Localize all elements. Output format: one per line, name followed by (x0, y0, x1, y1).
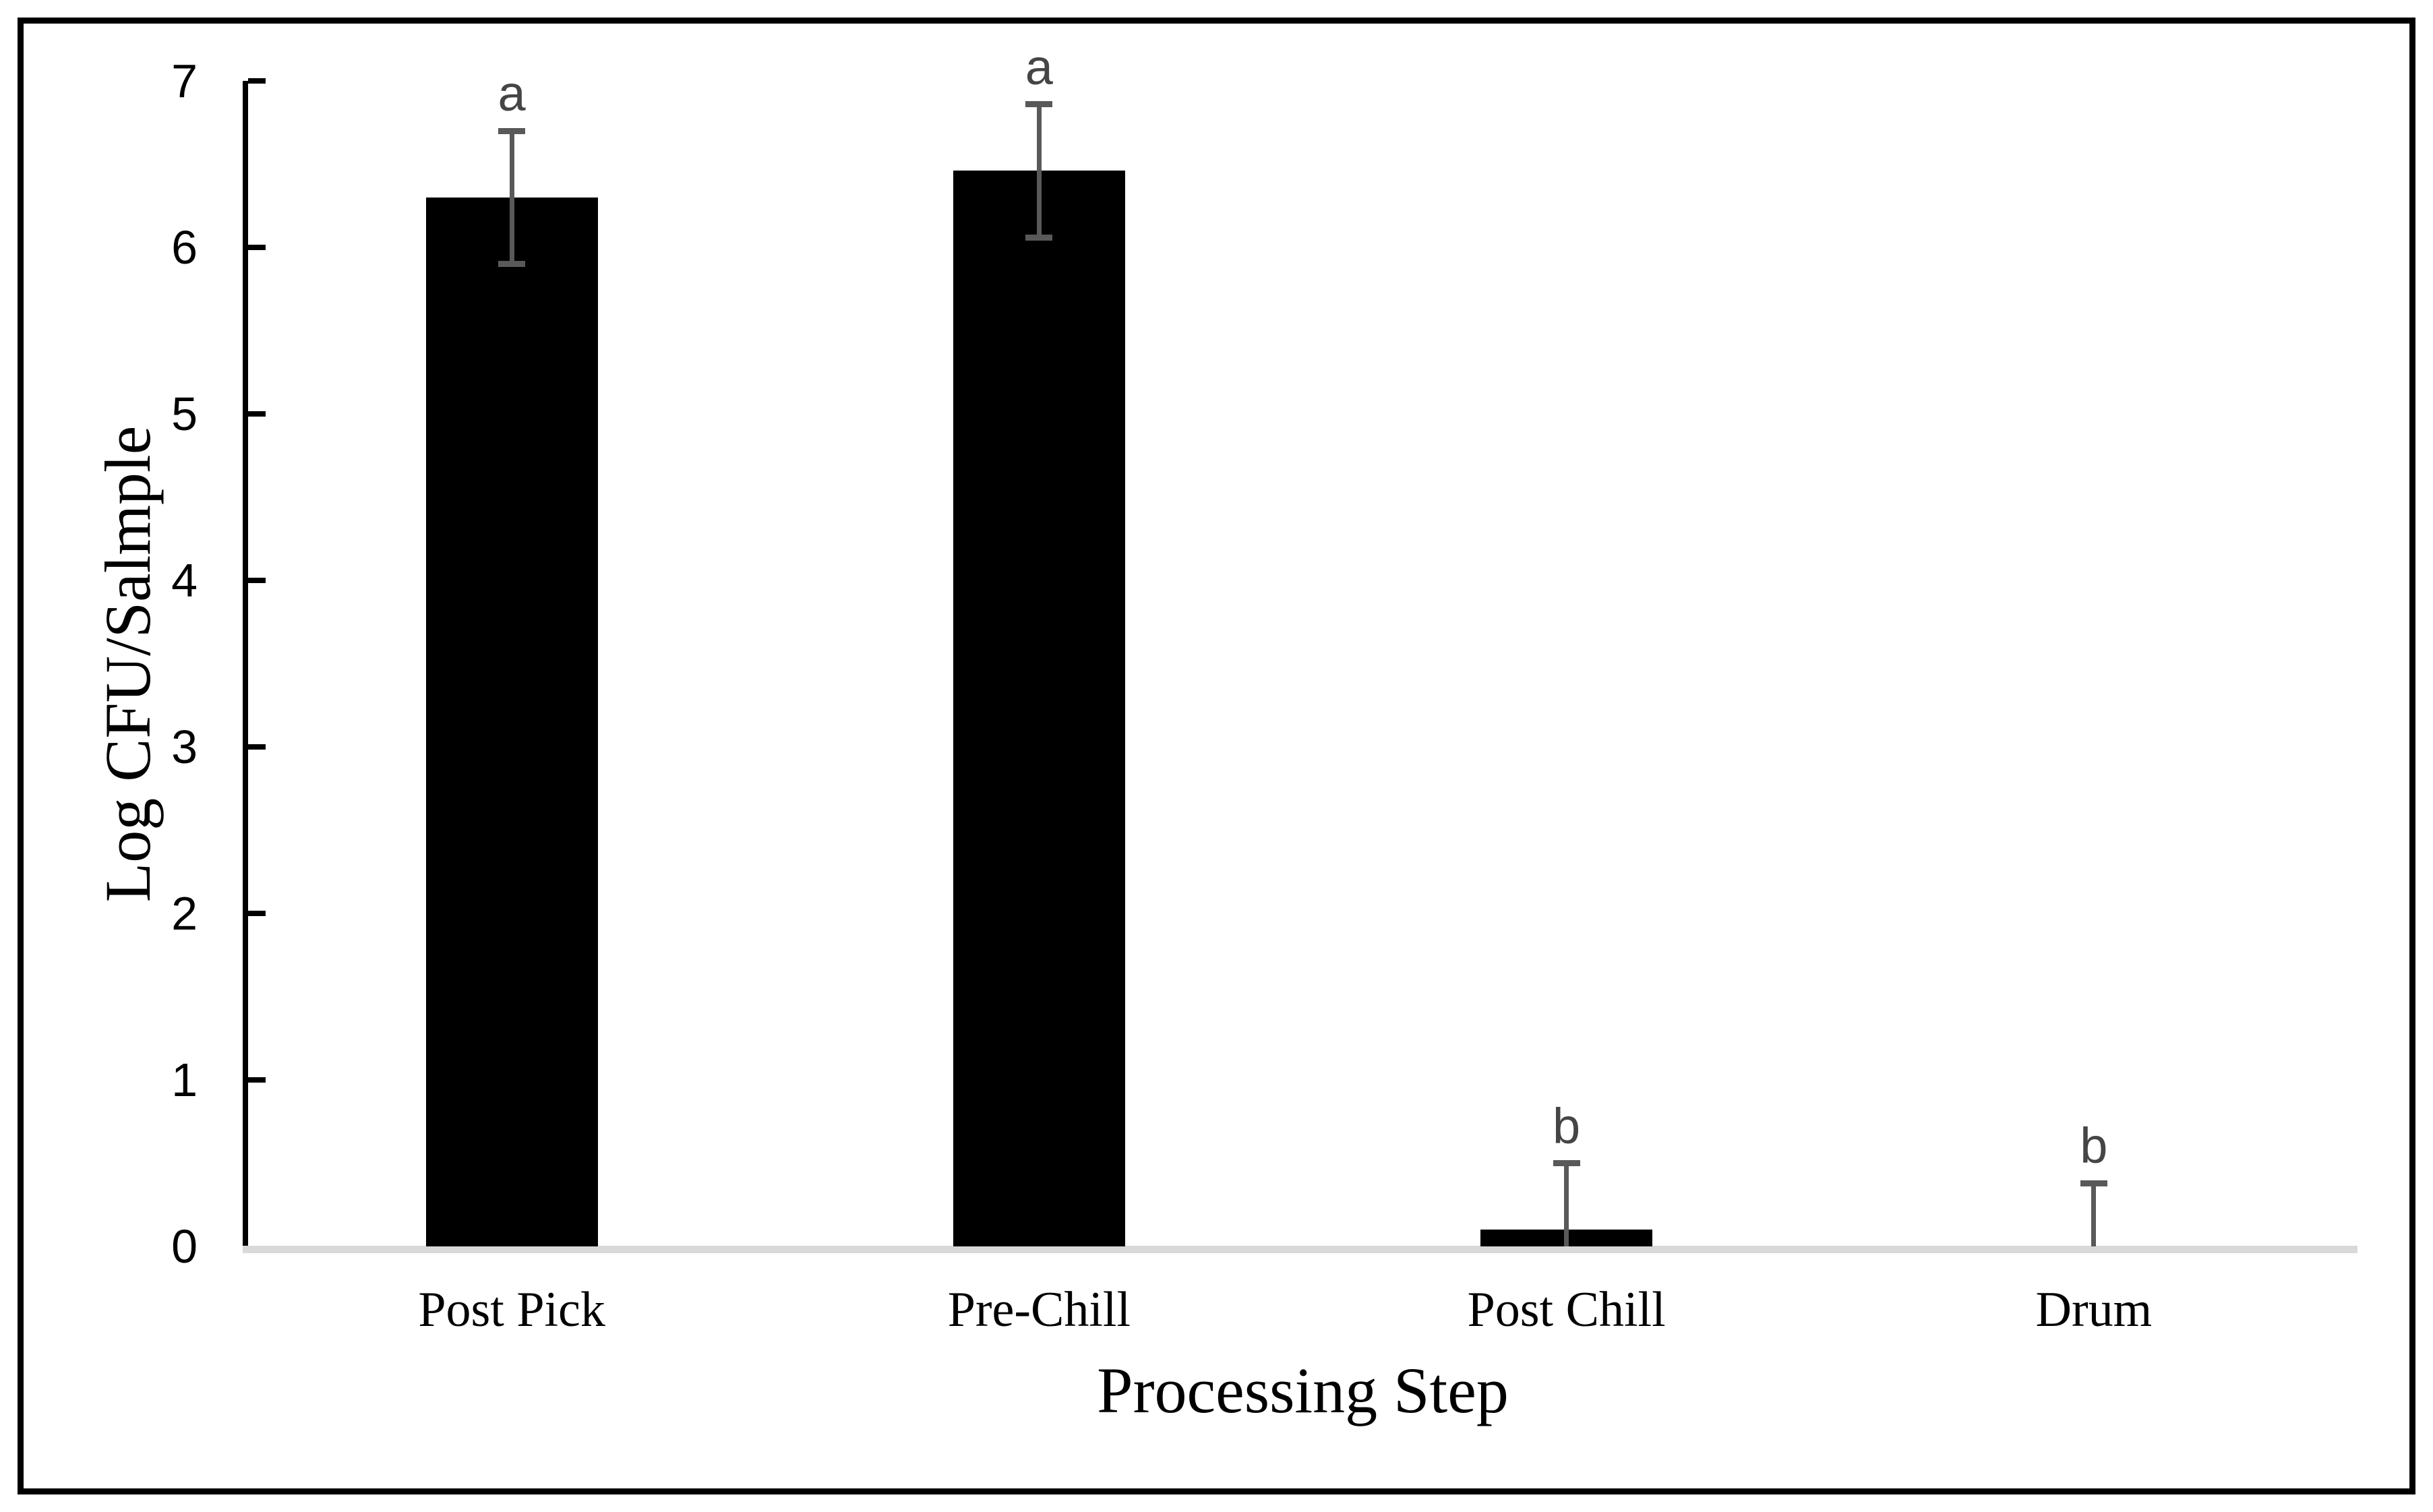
error-bar-drum (2091, 1183, 2097, 1246)
error-bar-top-cap-post-pick (498, 127, 526, 134)
error-bar-bottom-cap-post-pick (498, 261, 526, 268)
x-category-label-pre-chill: Pre-Chill (947, 1282, 1131, 1337)
y-tick-label-1: 1 (171, 1054, 198, 1106)
error-bar-bottom-cap-pre-chill (1025, 234, 1053, 241)
error-bar-top-cap-post-chill (1553, 1160, 1580, 1166)
y-tick-5 (248, 411, 266, 417)
y-tick-7 (248, 78, 266, 84)
y-tick-6 (248, 245, 266, 250)
y-tick-2 (248, 911, 266, 916)
y-tick-label-3: 3 (171, 721, 198, 773)
x-axis-title: Processing Step (1097, 1354, 1509, 1426)
y-tick-label-5: 5 (171, 388, 198, 440)
error-bar-post-chill (1564, 1163, 1569, 1246)
y-tick-label-6: 6 (171, 221, 198, 274)
y-tick-label-0: 0 (171, 1220, 198, 1273)
y-tick-label-2: 2 (171, 887, 198, 940)
x-category-label-drum: Drum (2035, 1282, 2153, 1337)
x-axis-baseline (243, 1246, 2357, 1253)
y-tick-label-4: 4 (171, 554, 198, 607)
y-axis-title: Log CFU/Salmple (92, 425, 164, 902)
y-tick-label-7: 7 (171, 55, 198, 107)
figure-frame (18, 18, 2415, 1494)
error-bar-top-cap-pre-chill (1025, 101, 1053, 108)
x-category-label-post-pick: Post Pick (418, 1282, 605, 1337)
bar-pre-chill (953, 171, 1125, 1246)
sig-letter-post-chill: b (1553, 1097, 1581, 1154)
sig-letter-drum: b (2080, 1118, 2108, 1174)
y-tick-1 (248, 1077, 266, 1083)
error-bar-post-pick (509, 131, 514, 264)
error-bar-top-cap-drum (2080, 1180, 2107, 1186)
x-category-label-post-chill: Post Chill (1467, 1282, 1666, 1337)
bar-post-pick (425, 197, 598, 1246)
y-tick-4 (248, 578, 266, 583)
y-axis-line (243, 81, 248, 1246)
sig-letter-post-pick: a (498, 65, 526, 122)
y-tick-3 (248, 744, 266, 750)
sig-letter-pre-chill: a (1025, 38, 1053, 95)
error-bar-pre-chill (1036, 104, 1042, 238)
